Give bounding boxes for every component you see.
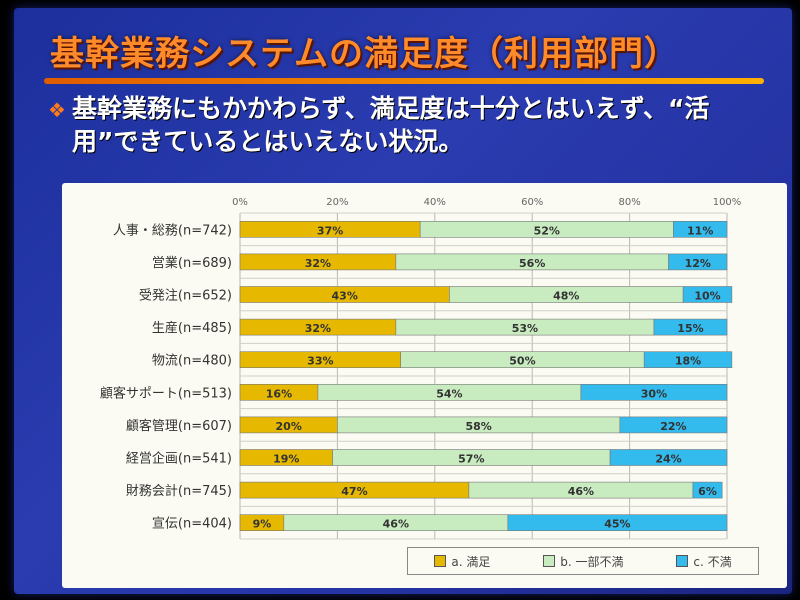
- legend-label-c: c. 不満: [693, 554, 732, 569]
- legend-label-a: a. 満足: [451, 554, 491, 569]
- diamond-bullet-icon: ❖: [48, 98, 66, 122]
- data-label: 22%: [660, 420, 686, 433]
- data-label: 18%: [675, 355, 701, 368]
- category-label: 物流(n=480): [152, 354, 232, 369]
- legend-item-c: c. 不満: [676, 553, 732, 570]
- data-label: 15%: [677, 322, 703, 335]
- x-tick-label: 40%: [424, 197, 446, 208]
- data-label: 46%: [568, 485, 594, 498]
- bar-segment: [619, 416, 728, 434]
- data-label: 37%: [317, 224, 343, 237]
- legend-swatch-b: [543, 555, 556, 567]
- x-tick-label: 100%: [713, 197, 742, 208]
- data-label: 54%: [436, 387, 462, 400]
- data-label: 53%: [512, 322, 538, 335]
- data-label: 30%: [641, 387, 667, 400]
- category-label: 顧客サポート(n=513): [100, 385, 232, 401]
- legend-swatch-a: [434, 555, 447, 567]
- title-underline: [44, 78, 764, 84]
- stacked-bar-chart: 0% 20% 40% 60% 80% 100% 人事・総務(n=742) 37% 52% 11% 営…: [100, 197, 742, 540]
- data-label: 43%: [332, 290, 358, 303]
- data-label: 58%: [465, 420, 491, 433]
- data-label: 24%: [655, 453, 681, 466]
- legend-swatch-c: [676, 555, 689, 567]
- data-label: 9%: [253, 518, 272, 531]
- data-label: 47%: [341, 485, 367, 498]
- slide-title: 基幹業務システムの満足度（利用部門）: [50, 34, 679, 74]
- legend-item-a: a. 満足: [434, 553, 490, 570]
- legend-label-b: b. 一部不満: [560, 554, 624, 569]
- data-label: 56%: [519, 257, 545, 270]
- category-label: 人事・総務(n=742): [113, 223, 232, 238]
- bar-segment: [653, 318, 728, 336]
- data-label: 32%: [305, 257, 331, 270]
- category-label: 財務会計(n=745): [126, 483, 232, 499]
- data-label: 10%: [694, 290, 720, 303]
- bar-segment: [609, 449, 728, 466]
- data-label: 45%: [604, 518, 630, 531]
- category-label: 経営企画(n=541): [126, 451, 232, 467]
- legend-item-b: b. 一部不満: [543, 553, 624, 570]
- bar-segment: [668, 253, 728, 271]
- bar-segment: [692, 481, 723, 499]
- x-tick-label: 60%: [521, 197, 543, 208]
- data-label: 50%: [509, 355, 535, 368]
- bar-segment: [682, 286, 733, 303]
- data-label: 48%: [553, 290, 579, 303]
- chart-legend: a. 満足 b. 一部不満 c. 不満: [407, 547, 759, 575]
- bullet-text: 基幹業務にもかかわらず、満足度は十分とはいえず、“活用”できているとはいえない状…: [72, 94, 710, 156]
- data-label: 6%: [698, 485, 717, 498]
- presentation-slide: 基幹業務システムの満足度（利用部門） ❖ 基幹業務にもかかわらず、満足度は十分と…: [14, 8, 792, 594]
- x-tick-label: 0%: [232, 197, 248, 208]
- chart-panel: 0% 20% 40% 60% 80% 100% 人事・総務(n=742) 37% 52% 11% 営…: [62, 183, 787, 588]
- bar-segment: [643, 351, 733, 368]
- category-label: 生産(n=485): [152, 320, 232, 336]
- data-label: 16%: [266, 387, 292, 400]
- x-tick-label: 80%: [618, 197, 640, 208]
- bar-segment: [507, 514, 728, 532]
- category-label: 営業(n=689): [152, 255, 232, 271]
- data-label: 52%: [534, 224, 560, 237]
- category-label: 宣伝(n=404): [152, 516, 232, 532]
- category-label: 受発注(n=652): [139, 289, 232, 304]
- data-label: 11%: [687, 224, 713, 237]
- data-label: 12%: [685, 257, 711, 270]
- bar-segment: [673, 220, 728, 238]
- data-label: 46%: [383, 518, 409, 531]
- category-label: 顧客管理(n=607): [126, 418, 232, 434]
- data-label: 33%: [307, 355, 333, 368]
- x-tick-label: 20%: [326, 197, 348, 208]
- data-label: 19%: [273, 453, 299, 466]
- data-label: 32%: [305, 322, 331, 335]
- bar-segment: [580, 384, 728, 401]
- data-label: 57%: [458, 453, 484, 466]
- data-label: 20%: [276, 420, 302, 433]
